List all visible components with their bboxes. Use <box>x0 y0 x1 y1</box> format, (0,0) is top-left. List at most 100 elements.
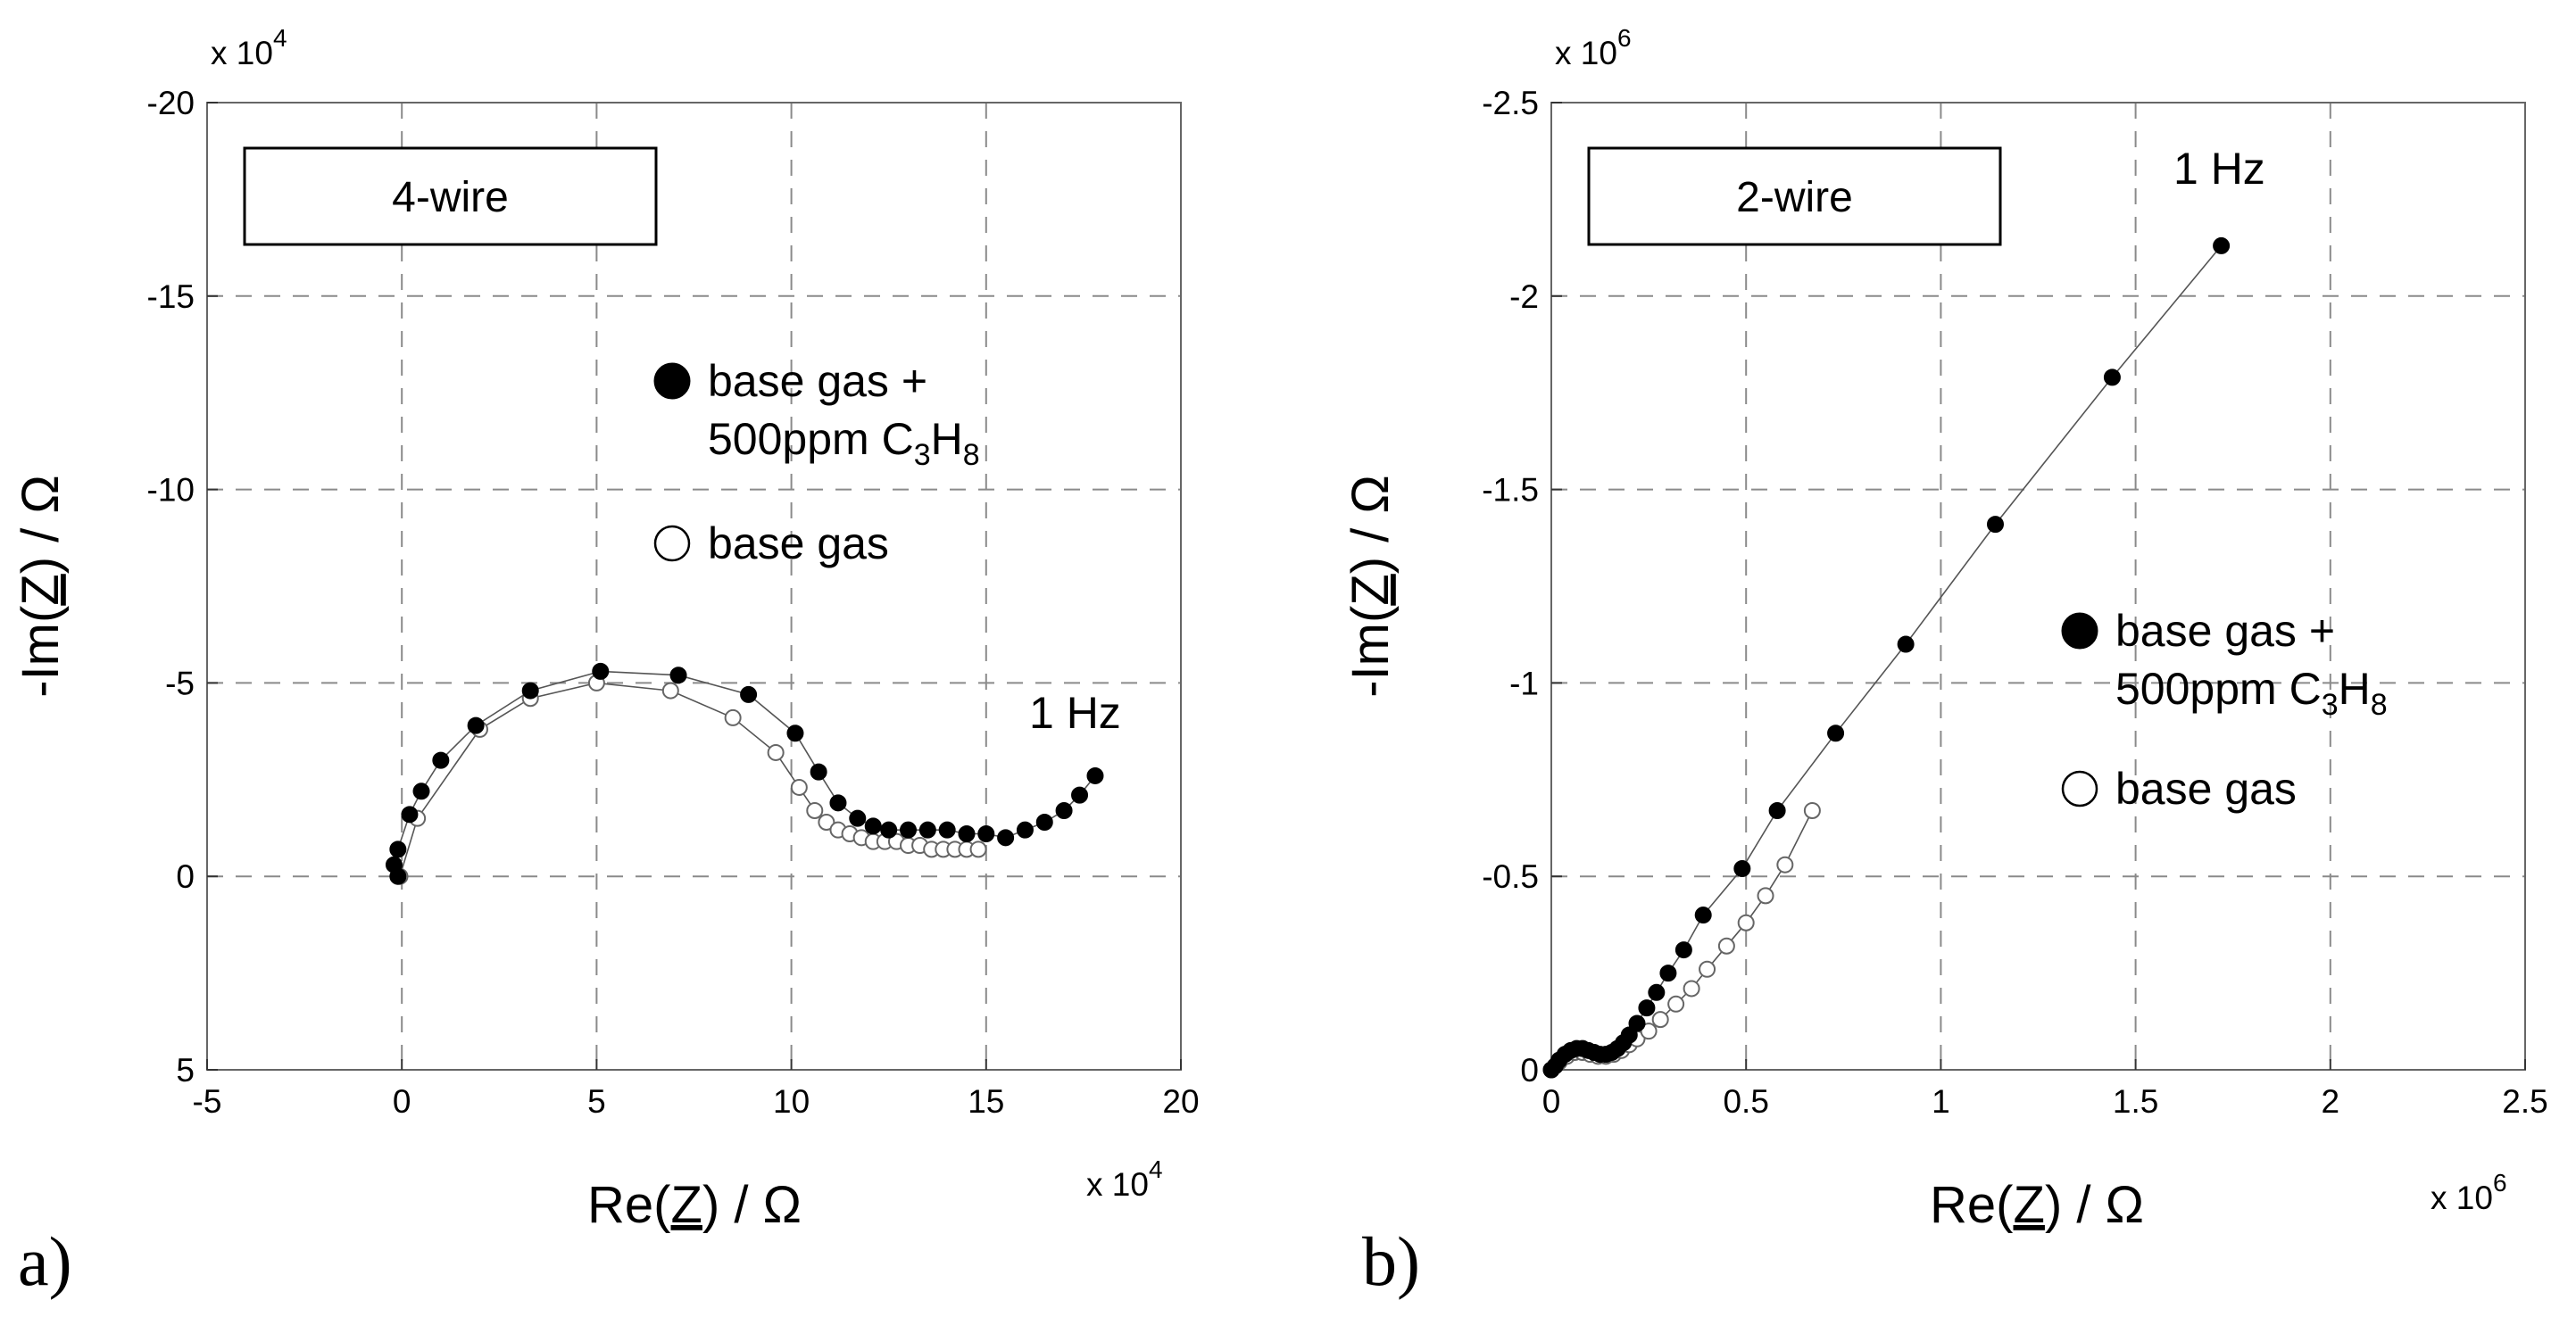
b-xtick-label: 2 <box>2322 1083 2340 1120</box>
b-point-filled <box>1659 965 1677 982</box>
a-ytick-label: 5 <box>176 1052 195 1089</box>
a-point-filled <box>1016 821 1034 839</box>
a-point-filled <box>918 821 936 839</box>
b-point-filled <box>1733 860 1751 878</box>
b-point-open <box>1640 1023 1658 1040</box>
a-ytick-label: -20 <box>147 85 195 121</box>
b-annotation-1hz: 1 Hz <box>2173 144 2265 194</box>
b-point-open <box>1683 980 1700 998</box>
a-point-filled <box>997 829 1015 847</box>
b-ytick-label: 0 <box>1520 1052 1539 1089</box>
b-point-filled <box>2213 236 2231 254</box>
a-box-label: 4-wire <box>392 174 509 221</box>
a-xtick-label: -5 <box>193 1083 222 1120</box>
b-point-open <box>1757 887 1774 905</box>
b-point-filled <box>2103 369 2121 386</box>
a-xtick-label: 15 <box>968 1083 1004 1120</box>
b-point-filled <box>1897 635 1915 653</box>
a-point-filled <box>810 763 827 781</box>
a-plot-frame <box>206 102 1182 1071</box>
a-point-open <box>767 743 785 761</box>
a-point-open <box>790 778 808 796</box>
a-point-filled <box>977 825 995 843</box>
b-point-open <box>1699 960 1716 978</box>
a-ytick-label: -5 <box>165 665 195 701</box>
b-point-filled <box>1986 516 2004 534</box>
a-y-axis-label: -Im(Z) / Ω <box>12 475 70 698</box>
a-xtick-label: 5 <box>587 1083 606 1120</box>
b-plot-frame <box>1550 102 2526 1071</box>
b-xtick-label: 2.5 <box>2502 1083 2547 1120</box>
b-xtick-label: 1.5 <box>2113 1083 2158 1120</box>
a-point-open <box>806 801 824 819</box>
a-ytick-label: 0 <box>176 858 195 895</box>
a-point-filled <box>786 725 804 742</box>
a-x-axis-label: Re(Z) / Ω <box>587 1176 802 1234</box>
a-point-filled <box>467 716 485 734</box>
b-series-open-line <box>1550 810 1814 1071</box>
b-point-filled <box>1620 1026 1638 1044</box>
a-point-filled <box>958 825 976 843</box>
b-point-open <box>1737 914 1755 932</box>
a-y-multiplier: x 104 <box>211 24 287 71</box>
a-legend-open: base gas <box>708 518 889 568</box>
a-annotation-1hz: 1 Hz <box>1029 688 1121 738</box>
a-xtick-label: 20 <box>1162 1083 1199 1120</box>
b-point-filled <box>1674 941 1692 959</box>
b-point-filled <box>1628 1014 1646 1032</box>
a-point-filled <box>900 821 918 839</box>
b-point-filled <box>1694 907 1712 924</box>
a-point-filled <box>385 856 403 874</box>
b-ytick-label: -2 <box>1509 278 1539 315</box>
chart-b-2-wire: 0 0.5 1 1.5 2 2.5 -2.5 -2 -1.5 -1 -0.5 0 x 106 x 106 R… <box>1342 24 2548 1300</box>
b-x-axis-label: Re(Z) / Ω <box>1930 1176 2144 1234</box>
a-legend-filled-line2: 500ppm C3H8 <box>708 414 980 472</box>
b-legend-open: base gas <box>2115 764 2297 814</box>
b-ytick-label: -1 <box>1509 665 1539 701</box>
b-panel-label: b) <box>1362 1222 1420 1300</box>
a-ytick-label: -10 <box>147 472 195 509</box>
b-point-filled <box>1648 983 1666 1001</box>
b-y-axis-label: -Im(Z) / Ω <box>1342 475 1400 698</box>
a-point-filled <box>1035 813 1053 831</box>
b-point-filled <box>1638 999 1656 1017</box>
b-xtick-label: 0.5 <box>1723 1083 1768 1120</box>
b-legend-marker-open <box>2061 770 2098 807</box>
b-ytick-label: -0.5 <box>1482 858 1539 895</box>
b-legend-filled-line1: base gas + <box>2115 606 2335 656</box>
b-point-filled <box>1827 725 1845 742</box>
b-y-multiplier: x 106 <box>1555 24 1632 71</box>
a-point-filled <box>880 821 898 839</box>
chart-a-4-wire: -5 0 5 10 15 20 -20 -15 -10 -5 0 5 x 104 x 104 Re(Z) /… <box>12 24 1200 1300</box>
a-point-filled <box>412 783 430 800</box>
a-point-filled <box>1055 801 1073 819</box>
b-point-open <box>1717 937 1735 955</box>
b-point-open <box>1651 1011 1669 1029</box>
a-point-filled <box>849 809 867 827</box>
b-point-filled <box>1768 801 1786 819</box>
a-xtick-label: 0 <box>393 1083 411 1120</box>
a-point-filled <box>864 817 882 835</box>
a-point-filled <box>740 685 758 703</box>
a-point-open <box>724 708 742 726</box>
a-series-filled-line <box>393 670 1096 877</box>
a-point-filled <box>592 662 610 680</box>
a-point-filled <box>521 682 539 700</box>
a-legend-marker-filled <box>653 362 691 400</box>
a-point-open <box>661 682 679 700</box>
b-ytick-label: -1.5 <box>1482 472 1539 509</box>
a-point-filled <box>1071 786 1089 804</box>
a-point-filled <box>432 751 450 769</box>
a-legend-filled-line1: base gas + <box>708 356 927 406</box>
b-box-frame <box>1587 146 2002 246</box>
b-point-open <box>1803 801 1821 819</box>
a-point-open <box>818 813 835 831</box>
a-panel-label: a) <box>18 1222 72 1300</box>
b-legend-filled-line2: 500ppm C3H8 <box>2115 664 2388 722</box>
a-x-multiplier: x 104 <box>1086 1155 1163 1203</box>
a-box-frame <box>243 146 658 246</box>
b-xtick-label: 0 <box>1542 1083 1561 1120</box>
a-point-filled <box>1086 766 1104 784</box>
a-point-open <box>969 841 987 858</box>
